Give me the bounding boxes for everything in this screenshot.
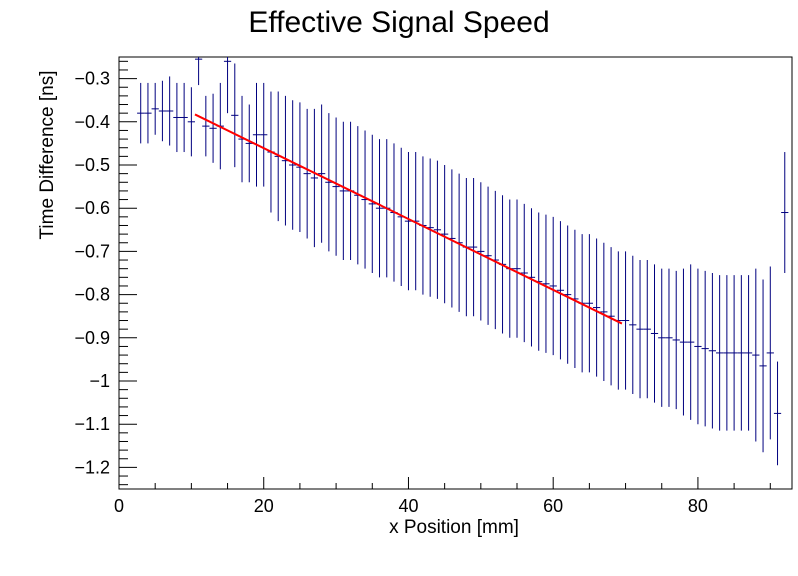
data-point	[643, 260, 651, 399]
data-point	[252, 82, 261, 187]
data-point	[549, 216, 557, 356]
data-point	[629, 255, 637, 394]
y-tick-label: −0.3	[74, 69, 110, 89]
data-point	[245, 104, 253, 183]
data-point	[744, 275, 753, 431]
data-point	[441, 165, 449, 304]
data-point	[194, 57, 203, 86]
data-point	[209, 93, 217, 163]
x-tick-label: 0	[114, 496, 124, 516]
data-point	[202, 95, 210, 157]
data-point	[433, 160, 442, 299]
data-point	[542, 214, 550, 353]
data-point	[158, 80, 167, 142]
data-point	[231, 63, 239, 168]
data-point	[520, 203, 528, 343]
data-point	[144, 82, 152, 144]
data-point	[737, 275, 745, 431]
data-point	[650, 264, 659, 403]
data-point	[166, 76, 174, 146]
data-point	[469, 177, 478, 317]
plot-frame	[118, 56, 793, 490]
data-point	[513, 199, 521, 338]
y-tick-label: −0.8	[74, 285, 110, 305]
data-point	[151, 82, 159, 135]
data-point	[137, 82, 145, 144]
data-point	[339, 121, 347, 261]
y-tick-label: −0.4	[74, 112, 110, 132]
data-point	[303, 108, 311, 239]
x-axis-title: x Position [mm]	[389, 517, 519, 538]
y-tick-label: −1	[89, 371, 110, 391]
data-point	[716, 275, 724, 431]
data-points	[137, 57, 789, 466]
data-point	[318, 104, 326, 243]
data-point	[694, 268, 702, 425]
chart-title: Effective Signal Speed	[248, 6, 549, 39]
data-point	[766, 266, 774, 440]
data-point	[600, 242, 608, 381]
y-tick-label: −0.6	[74, 198, 110, 218]
data-point	[687, 264, 695, 420]
data-point	[223, 57, 232, 114]
data-point	[477, 182, 485, 321]
data-point	[585, 234, 593, 373]
x-tick-label: 20	[254, 496, 274, 516]
data-point	[752, 268, 760, 442]
y-tick-label: −0.7	[74, 241, 110, 261]
y-axis: −0.3 −0.4 −0.5 −0.6 −0.7 −0.8 −0.9 −1 −1.1 −1.2	[74, 60, 137, 486]
x-tick-label: 80	[688, 496, 708, 516]
data-point	[592, 238, 601, 377]
data-point	[679, 268, 688, 416]
data-point	[701, 270, 709, 427]
fit-line-layer	[194, 113, 623, 325]
x-axis: 0 20 40 60 80	[114, 477, 771, 516]
data-point	[781, 152, 789, 273]
y-tick-label: −0.9	[74, 328, 110, 348]
fit-line	[194, 113, 623, 325]
data-point	[180, 82, 188, 153]
data-point	[173, 82, 181, 153]
x-tick-label: 40	[398, 496, 418, 516]
data-point	[260, 82, 268, 187]
data-point	[368, 134, 376, 273]
data-point	[187, 87, 195, 157]
data-point	[658, 268, 666, 407]
y-axis-title: Time Difference [ns]	[37, 71, 58, 240]
data-point	[665, 268, 673, 407]
x-tick-label: 60	[543, 496, 563, 516]
data-point	[636, 260, 644, 399]
y-tick-label: −1.1	[74, 414, 110, 434]
y-tick-label: −1.2	[74, 457, 110, 477]
y-tick-label: −0.5	[74, 155, 110, 175]
data-point	[773, 361, 782, 466]
data-point	[621, 251, 630, 390]
data-point	[759, 279, 767, 453]
data-point	[556, 221, 565, 360]
data-point	[375, 139, 384, 278]
data-point	[564, 225, 572, 364]
data-point	[672, 270, 680, 410]
data-point	[723, 275, 731, 431]
data-point	[332, 117, 340, 256]
data-point	[289, 100, 297, 230]
data-point	[708, 273, 717, 429]
data-point	[310, 108, 319, 248]
data-point	[730, 275, 738, 431]
